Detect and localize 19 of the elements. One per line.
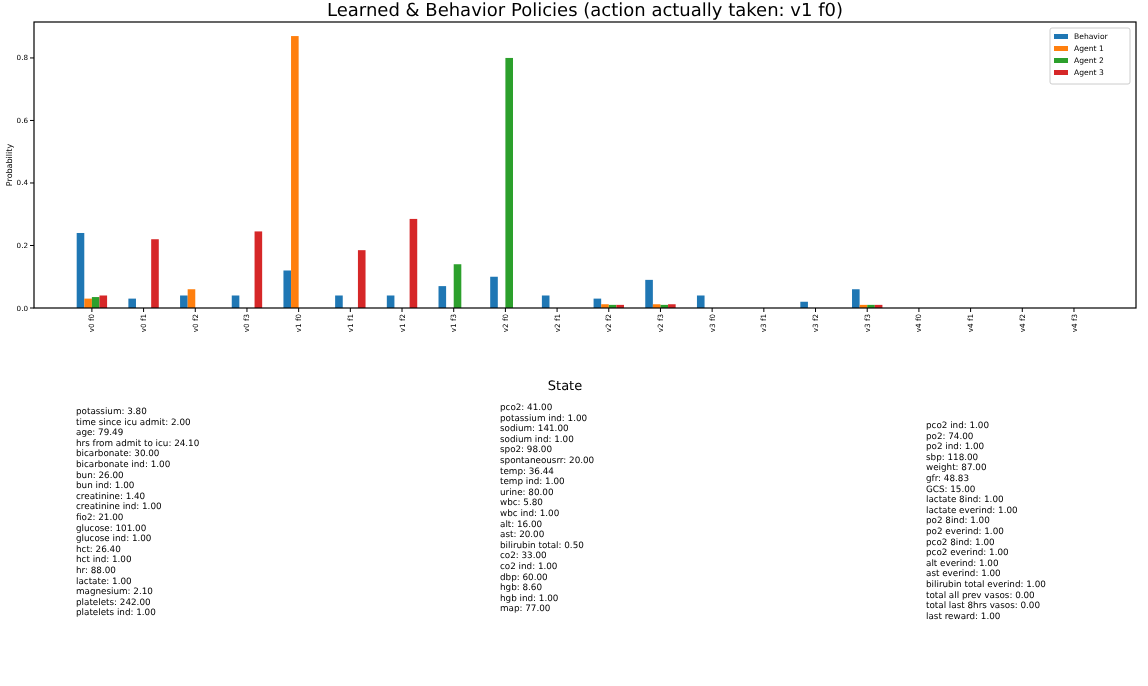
bar [453,264,462,308]
bar [852,289,860,308]
bar [99,295,108,308]
bar [151,239,159,308]
bar [505,57,513,308]
bar [291,36,299,308]
bar [76,232,85,308]
bar [357,250,366,308]
bar [283,270,292,308]
bar [128,298,136,308]
bar [490,276,498,308]
chart-title: Learned & Behavior Policies (action actually taken: v1 f0) [327,2,843,22]
bar [254,231,263,308]
bar [409,218,418,308]
bar [645,279,653,308]
bar [84,298,92,308]
bar [335,295,343,308]
bar [180,295,188,308]
bar [696,295,705,308]
